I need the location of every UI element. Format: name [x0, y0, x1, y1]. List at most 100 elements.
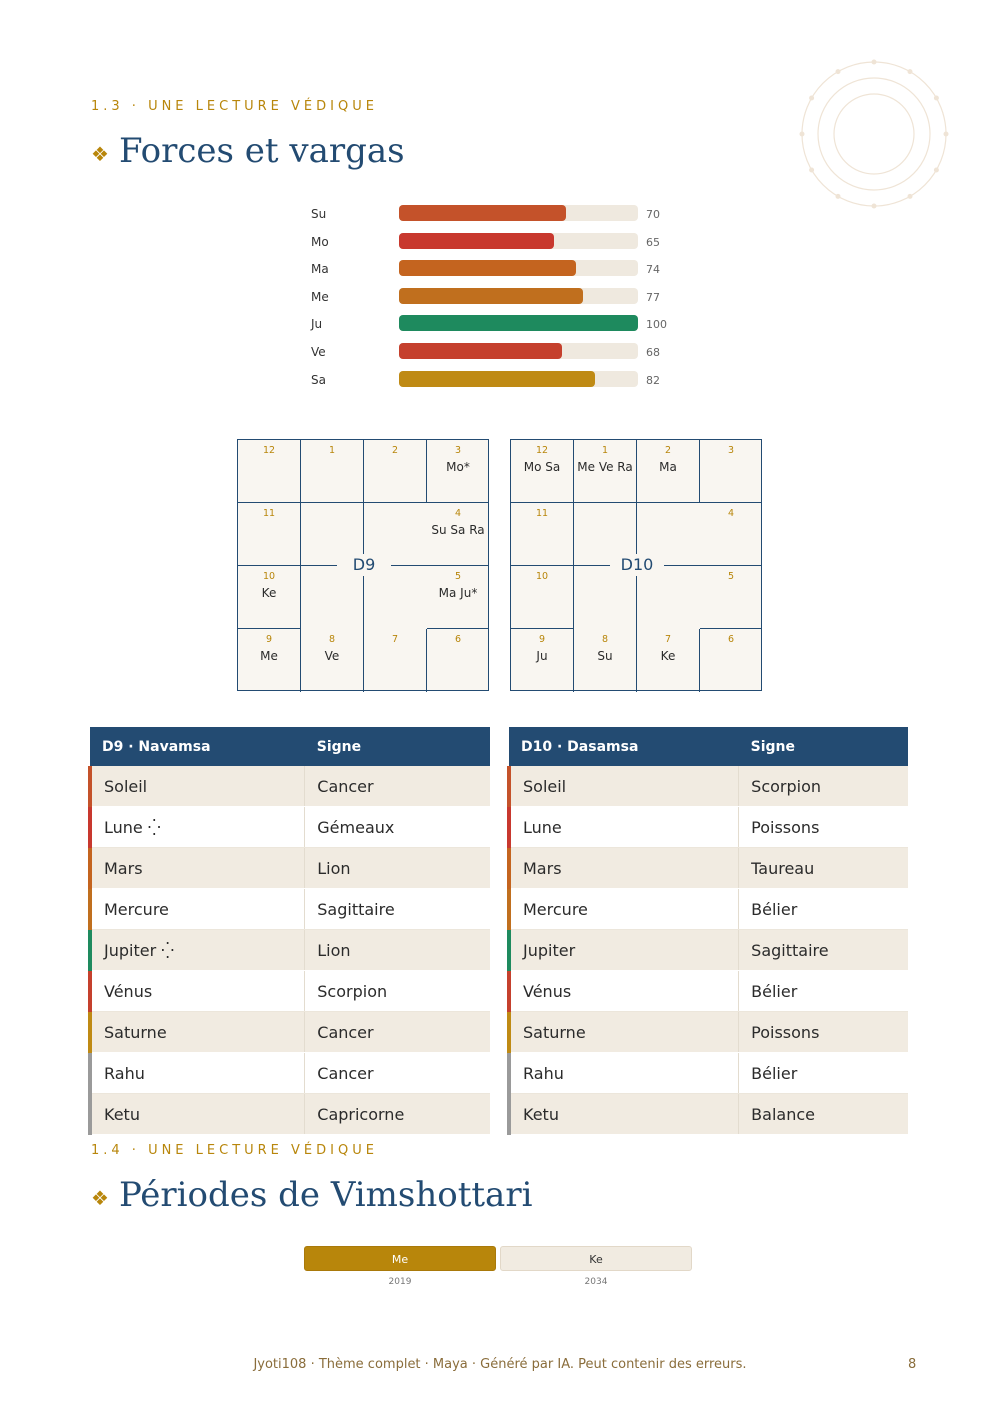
table-row: Rahu Cancer [88, 1052, 490, 1094]
table-header-row: D9 · Navamsa Signe [90, 727, 490, 766]
house-planets: Mo Sa [523, 460, 561, 474]
sign-cell: Capricorne [304, 1093, 490, 1135]
house-number: 2 [391, 445, 399, 456]
house-planets: Ke [660, 649, 676, 663]
d9-chart: 12 1 2 3 Mo* 11 4 Su Sa Ra 10 Ke 5 Ma Ju* 9 Me 8 Ve 7 6 D9 [237, 439, 489, 692]
house-planets: Ma Ju* [438, 586, 478, 600]
table-header-row: D10 · Dasamsa Signe [509, 727, 908, 766]
house-number: 3 [454, 445, 462, 456]
planet-cell: Ketu [88, 1093, 306, 1135]
house-cell: 11 [238, 503, 301, 566]
chart-name: D9 [337, 554, 391, 576]
period-year: 2034 [584, 1277, 608, 1287]
house-number: 1 [328, 445, 336, 456]
planet-label: Ma [311, 262, 329, 277]
house-cell: 9 Ju [511, 629, 574, 692]
strength-track [399, 315, 638, 332]
planet-cell: Soleil [88, 766, 306, 807]
house-cell: 3 [700, 440, 762, 503]
house-cell: 5 Ma Ju* [427, 566, 489, 629]
strength-track [399, 370, 638, 387]
page-number: 8 [908, 1357, 917, 1372]
sign-cell: Cancer [304, 1052, 490, 1094]
house-cell: 12 Mo Sa [511, 440, 574, 503]
table-row: Saturne Cancer [88, 1011, 490, 1053]
planet-cell: Mars [507, 847, 740, 889]
sign-cell: Scorpion [738, 766, 908, 807]
sign-cell: Balance [738, 1093, 908, 1135]
table-header-cell: Signe [304, 727, 490, 766]
strength-row: Sa 82 [311, 370, 691, 399]
strength-bar [399, 342, 562, 359]
table-row: Jupiter Sagittaire [507, 929, 908, 971]
strength-row: Mo 65 [311, 232, 691, 261]
house-number: 11 [262, 508, 276, 519]
table-row: Saturne Poissons [507, 1011, 908, 1053]
footer-text: Jyoti108 · Thème complet · Maya · Généré… [253, 1357, 747, 1372]
sign-cell: Lion [304, 929, 490, 971]
strength-row: Ma 74 [311, 260, 691, 288]
house-number: 6 [454, 634, 462, 645]
planet-cell: Rahu [88, 1052, 306, 1094]
house-number: 8 [601, 634, 609, 645]
planet-cell: Jupiter ⁛ [88, 929, 306, 971]
planet-cell: Lune ⁛ [88, 806, 306, 848]
table-row: Vénus Bélier [507, 970, 908, 1012]
house-number: 7 [391, 634, 399, 645]
planet-cell: Ketu [507, 1093, 740, 1135]
house-cell: 12 [238, 440, 301, 503]
sign-cell: Sagittaire [304, 888, 490, 930]
strength-value: 65 [646, 235, 660, 249]
strength-row: Ve 68 [311, 342, 691, 371]
planet-cell: Vénus [507, 970, 740, 1012]
house-number: 6 [727, 634, 735, 645]
diamond-ornament-icon: ❖ [91, 142, 109, 166]
diamond-ornament-icon: ❖ [91, 1186, 109, 1210]
table-header-cell: Signe [738, 727, 908, 766]
house-number: 5 [454, 571, 462, 582]
house-cell: 5 [700, 566, 762, 629]
table-row: Lune ⁛ Gémeaux [88, 806, 490, 848]
section-title: ❖ Forces et vargas [91, 131, 405, 171]
house-cell: 1 [301, 440, 364, 503]
house-number: 10 [535, 571, 549, 582]
house-number: 10 [262, 571, 276, 582]
house-cell: 8 Su [574, 629, 637, 692]
house-number: 9 [538, 634, 546, 645]
house-cell: 11 [511, 503, 574, 566]
strength-row: Su 70 [311, 205, 691, 233]
sign-cell: Cancer [304, 1011, 490, 1053]
house-cell: 4 [700, 503, 762, 566]
sign-cell: Bélier [738, 1052, 908, 1094]
strength-track [399, 287, 638, 304]
section-title-text: Périodes de Vimshottari [118, 1175, 533, 1215]
strength-track [399, 342, 638, 359]
period-bar: Ke [500, 1246, 692, 1271]
house-number: 8 [328, 634, 336, 645]
house-cell: 6 [427, 629, 489, 692]
table-row: Mercure Bélier [507, 888, 908, 930]
house-cell: 1 Me Ve Ra [574, 440, 637, 503]
strength-bar [399, 232, 555, 249]
sign-cell: Poissons [738, 1011, 908, 1053]
planet-cell: Saturne [88, 1011, 306, 1053]
planet-cell: Mercure [88, 888, 306, 930]
table-row: Ketu Balance [507, 1093, 908, 1135]
strength-value: 70 [646, 208, 660, 221]
section-eyebrow: 1.3 · UNE LECTURE VÉDIQUE [91, 99, 378, 114]
sign-cell: Taureau [738, 847, 908, 889]
sign-cell: Bélier [738, 970, 908, 1012]
house-number: 12 [535, 445, 549, 456]
house-planets: Mo* [446, 460, 470, 474]
planet-label: Ve [311, 344, 326, 359]
house-planets: Ju [536, 649, 548, 663]
house-cell: 10 Ke [238, 566, 301, 629]
strength-value: 68 [646, 345, 660, 359]
planet-label: Mo [311, 234, 329, 249]
chart-center: D9 [301, 503, 427, 629]
planet-cell: Mars [88, 847, 306, 889]
planet-cell: Lune [507, 806, 740, 848]
chart-center: D10 [574, 503, 700, 629]
sign-cell: Bélier [738, 888, 908, 930]
d9-table: D9 · Navamsa Signe Soleil Cancer Lune ⁛ Gémea… [88, 727, 490, 1135]
